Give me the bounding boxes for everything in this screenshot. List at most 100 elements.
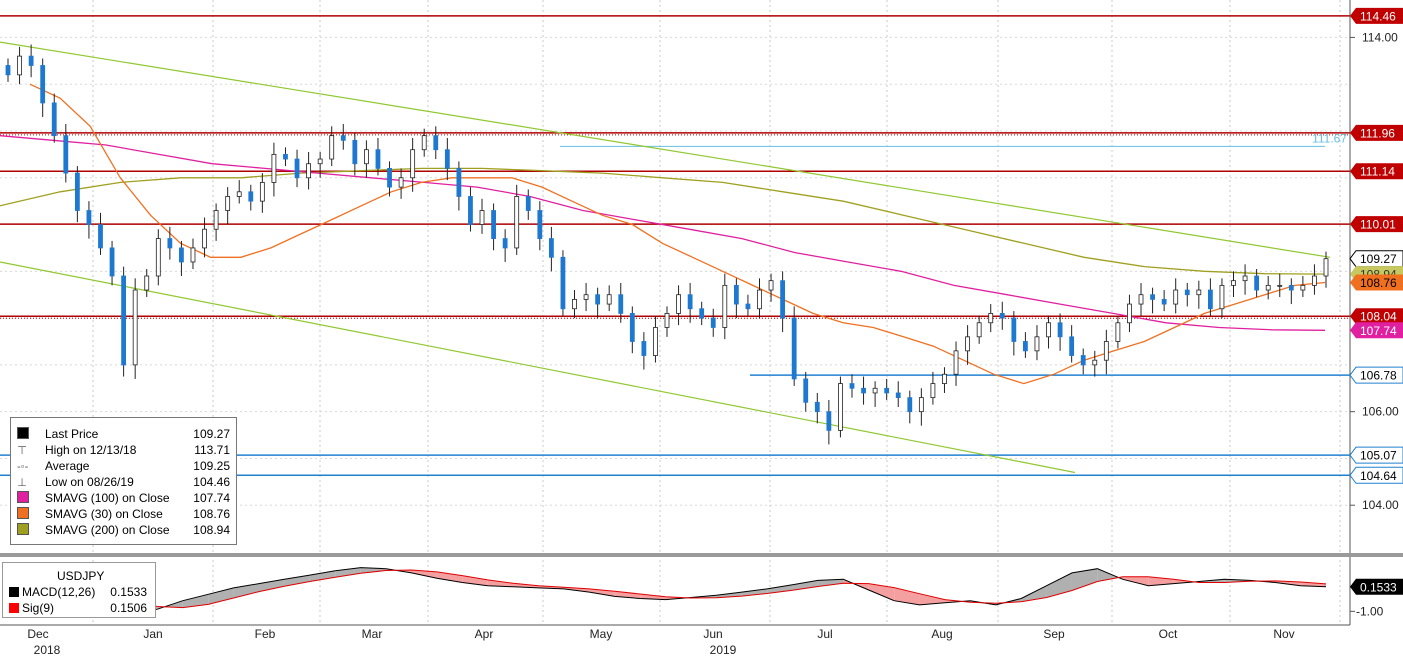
candle [340, 123, 346, 150]
candle-body-up [653, 327, 658, 356]
x-month-label: May [590, 627, 613, 641]
moving-averages [0, 83, 1326, 385]
candle [306, 152, 311, 190]
x-year-label: 2019 [710, 643, 737, 657]
candle-body-down [28, 55, 34, 66]
candle-body-down [51, 102, 57, 137]
candle [17, 46, 22, 85]
candle [999, 301, 1005, 330]
candle-body-down [352, 139, 358, 165]
candle [271, 142, 277, 197]
candle [352, 133, 358, 176]
macd-fill [640, 594, 666, 600]
candle [1103, 329, 1109, 375]
candle [849, 374, 855, 398]
candle-body-up [236, 191, 242, 197]
x-month-label: Jun [703, 627, 722, 641]
candle [421, 128, 427, 157]
candle [722, 273, 728, 340]
candle-body-up [1300, 284, 1306, 291]
candle [953, 341, 959, 386]
candle-body-down [803, 378, 809, 403]
macd-fill [182, 594, 209, 608]
legend-row-average: -◦- Average 109.25 [17, 459, 230, 474]
right-value-label: 107.74 [1350, 322, 1403, 339]
candle-body-up [410, 149, 416, 179]
candle-body-down [884, 387, 890, 394]
candle [572, 290, 577, 319]
x-year-label: 2018 [34, 643, 61, 657]
candle-body-up [1312, 275, 1317, 286]
legend-row-sma30: SMAVG (30) on Close 108.76 [17, 507, 230, 522]
value-label-text: 108.76 [1360, 276, 1397, 290]
candle-body-down [861, 387, 866, 394]
candle [918, 388, 924, 426]
value-label-box [1350, 216, 1403, 233]
candle [294, 149, 300, 188]
candle [803, 371, 809, 412]
candle-body-up [329, 135, 335, 160]
value-label-box [1349, 466, 1403, 484]
candle [225, 187, 231, 225]
candle-body-up [768, 280, 774, 291]
candle-body-down [537, 210, 543, 239]
candle [1161, 290, 1167, 312]
value-label-text: 110.01 [1360, 218, 1396, 232]
candle-body-up [213, 210, 219, 230]
legend-swatch-sma30 [17, 507, 29, 519]
candle-body-down [548, 238, 554, 258]
candle-body-down [814, 401, 820, 413]
candle [745, 294, 751, 316]
candle [398, 168, 404, 199]
value-label-text: 111.96 [1360, 126, 1395, 140]
candle-body-down [699, 308, 705, 319]
value-label-box [1349, 446, 1403, 464]
candle-body-down [745, 303, 751, 310]
candle-body-up [17, 55, 22, 76]
macd-fill [894, 587, 920, 605]
candle [1092, 350, 1098, 377]
upper-trendline [0, 41, 1331, 258]
x-month-label: Jul [817, 627, 832, 641]
candle-body-down [433, 135, 439, 151]
candle [618, 283, 624, 323]
candle-body-up [132, 289, 138, 366]
candle-body-up [1103, 341, 1109, 361]
candle-body-up [1265, 284, 1271, 291]
value-label-box [1350, 163, 1403, 180]
candle [757, 278, 762, 319]
candle [988, 304, 994, 333]
candle [1196, 280, 1202, 309]
candle-body-down [629, 313, 635, 342]
legend-value: 109.25 [193, 459, 230, 473]
candle [1150, 287, 1155, 314]
candle [179, 240, 184, 276]
x-month-label: Aug [931, 627, 952, 641]
legend-row-sma100: SMAVG (100) on Close 107.74 [17, 491, 230, 506]
value-label-box [1350, 274, 1403, 291]
candle-body-up [918, 397, 924, 413]
y-tick-label: 114.00 [1362, 30, 1398, 44]
candle-body-down [375, 149, 381, 169]
candle-body-up [583, 294, 589, 300]
value-label-box [1350, 124, 1403, 141]
macd-swatch [9, 587, 19, 597]
macd-fill [259, 579, 285, 592]
legend-row-sma200: SMAVG (200) on Close 108.94 [17, 523, 230, 538]
right-value-label: 110.01 [1350, 216, 1403, 233]
macd-legend-row-signal: Sig(9) 0.1506 [9, 601, 151, 616]
candle-body-up [144, 275, 150, 291]
candle [791, 306, 797, 386]
candle [930, 371, 936, 405]
candle-body-down [444, 149, 450, 169]
candle-body-down [40, 65, 46, 104]
signal-label: Sig(9) [22, 601, 55, 615]
candle [1173, 278, 1179, 314]
candle-body-up [364, 149, 369, 165]
legend-row-last-price: Last Price 109.27 [17, 427, 230, 442]
candle-body-down [294, 158, 300, 179]
candle [826, 399, 832, 445]
candle [491, 203, 496, 251]
candle [109, 240, 115, 286]
candle-body-up [676, 294, 681, 314]
